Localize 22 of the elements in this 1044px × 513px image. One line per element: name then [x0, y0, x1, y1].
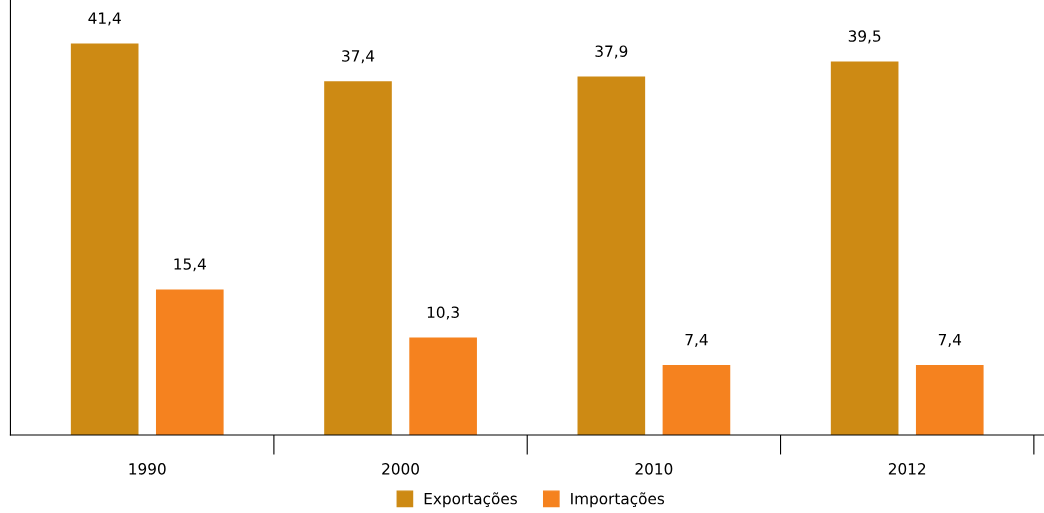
data-label: 7,4 [938, 334, 962, 347]
legend-label: Importações [571, 492, 665, 508]
x-tick-label: 1990 [129, 463, 166, 475]
data-label: 37,4 [342, 50, 375, 64]
data-label: 39,5 [848, 30, 881, 44]
bar [830, 61, 899, 436]
bar [70, 43, 139, 436]
x-tick-label: 2000 [382, 463, 419, 475]
data-label: 10,3 [427, 306, 459, 320]
bar [577, 76, 646, 436]
x-tick-label: 2012 [888, 463, 926, 475]
x-tick-label: 2010 [635, 463, 673, 475]
legend-label: Exportações [424, 492, 517, 508]
bar [324, 81, 392, 436]
bar [409, 337, 477, 436]
data-label: 15,4 [174, 258, 206, 272]
bar [155, 289, 224, 436]
data-label: 7,4 [685, 334, 708, 347]
data-label: 41,4 [88, 12, 121, 26]
bar [915, 365, 984, 436]
data-label: 37,9 [595, 45, 628, 59]
bar [662, 365, 731, 436]
